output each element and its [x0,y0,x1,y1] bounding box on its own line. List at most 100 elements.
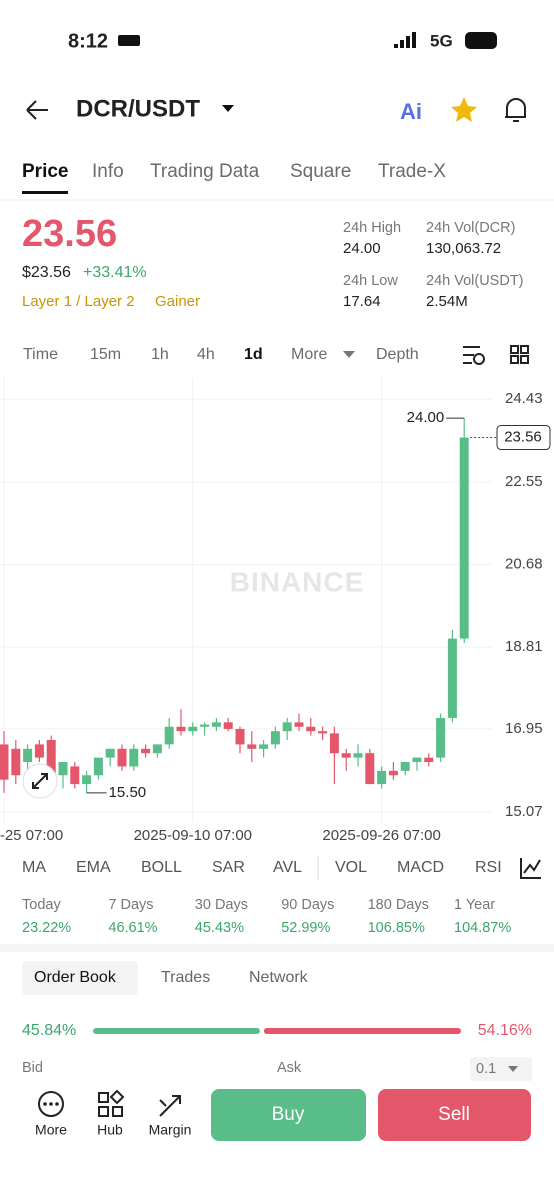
indicator-settings[interactable] [520,858,541,879]
book-tab[interactable]: Network [249,969,309,986]
step-select[interactable] [470,1057,532,1081]
change: +33.41% [83,264,147,281]
candle-body [211,722,221,727]
more-dots[interactable] [43,1102,59,1106]
book-tab[interactable]: Order Book [34,969,117,986]
margin-icon[interactable] [159,1095,181,1117]
candle-body [70,766,80,785]
favorite[interactable] [451,97,477,122]
book-tab[interactable]: Trades [161,969,210,986]
period-change: 52.99% [281,920,330,936]
tab[interactable]: Square [290,161,351,182]
nav-label[interactable]: More [35,1122,67,1138]
pair-caret[interactable] [222,105,234,112]
indicator[interactable]: MA [22,859,46,876]
low-label: 15.50 [109,784,147,801]
tab[interactable]: Trade-X [378,161,446,182]
last-price: 23.56 [22,213,117,255]
sell-button[interactable] [378,1089,531,1141]
candle-body [141,748,151,754]
candle-body [459,437,469,639]
candle-body [329,733,339,754]
tag[interactable]: Gainer [155,293,200,310]
x-tick-label: 2025-09-26 07:00 [322,827,440,844]
candle-body [259,744,269,749]
candle-body [341,753,351,758]
candle-body [58,762,68,776]
nav-label[interactable]: Hub [97,1122,123,1138]
tab[interactable]: Price [22,161,68,182]
usd-price: $23.56 [22,264,71,281]
step[interactable]: 0.1 [476,1061,496,1077]
candle-body [306,726,316,732]
back[interactable] [26,100,48,120]
stat-label: 24h Low [343,273,398,289]
candle-body [318,731,328,734]
battery [465,32,497,49]
hub-icon[interactable] [98,1089,125,1117]
tag[interactable]: Layer 1 / Layer 2 [22,293,135,310]
settings-icon[interactable] [473,353,485,365]
period-change: 23.22% [22,920,71,936]
stat-label: 24h Vol(DCR) [426,220,515,236]
y-tick-label: 22.55 [505,473,543,490]
timeframe[interactable]: Depth [376,346,419,363]
timeframe[interactable]: More [291,346,328,363]
period-change: 104.87% [454,920,511,936]
candle-body [353,753,363,758]
candle-body [164,726,174,745]
section-gap [0,944,554,952]
sell-label[interactable]: Sell [438,1104,470,1125]
candle-body [34,744,44,758]
timeframe[interactable]: 15m [90,346,121,363]
bell[interactable] [505,98,526,122]
clock: 8:12 [68,30,108,52]
candle-body [235,728,245,745]
indicator[interactable]: SAR [212,859,245,876]
candle-body [200,724,210,727]
period-label: Today [22,897,61,913]
y-tick-label: 18.81 [505,638,543,655]
indicator[interactable]: VOL [335,859,367,876]
buy-label[interactable]: Buy [272,1104,305,1125]
nav-label[interactable]: Margin [149,1122,192,1138]
indicator[interactable]: RSI [475,859,502,876]
period-label: 30 Days [195,897,248,913]
expand-icon[interactable] [32,773,48,789]
step-caret[interactable] [508,1066,518,1072]
candle-body [93,757,103,776]
period-label: 180 Days [368,897,429,913]
indicator[interactable]: BOLL [141,859,182,876]
timeframe[interactable]: 4h [197,346,215,363]
indicator[interactable]: EMA [76,859,111,876]
layout-icon[interactable] [510,345,529,364]
indicator[interactable]: AVL [273,859,302,876]
indicator[interactable]: MACD [397,859,444,876]
stat-value: 130,063.72 [426,240,501,257]
candle-body [377,770,387,785]
buy-button[interactable] [211,1089,366,1141]
timeframe[interactable]: 1d [244,346,263,363]
signal-icon [394,32,416,48]
more-caret[interactable] [343,351,355,358]
stat-label: 24h High [343,220,401,236]
period-label: 90 Days [281,897,334,913]
timeframe[interactable]: 1h [151,346,169,363]
tab-active-bg [22,961,138,995]
candle-body [365,753,375,785]
y-tick-label: 16.95 [505,720,543,737]
pair[interactable]: DCR/USDT [76,95,200,122]
stat-value: 2.54M [426,293,468,310]
tab[interactable]: Info [92,161,124,182]
settings-icon[interactable] [463,346,480,364]
candle-body [152,744,162,754]
y-tick-label: 24.43 [505,390,543,407]
y-tick-label: 20.68 [505,555,543,572]
tab[interactable]: Trading Data [150,161,260,182]
ai-button[interactable]: Ai [400,99,422,124]
more-icon[interactable] [38,1091,64,1117]
timeframe[interactable]: Time [23,346,58,363]
watermark: BINANCE [230,566,365,597]
stat-value: 17.64 [343,293,381,310]
period-change: 46.61% [108,920,157,936]
